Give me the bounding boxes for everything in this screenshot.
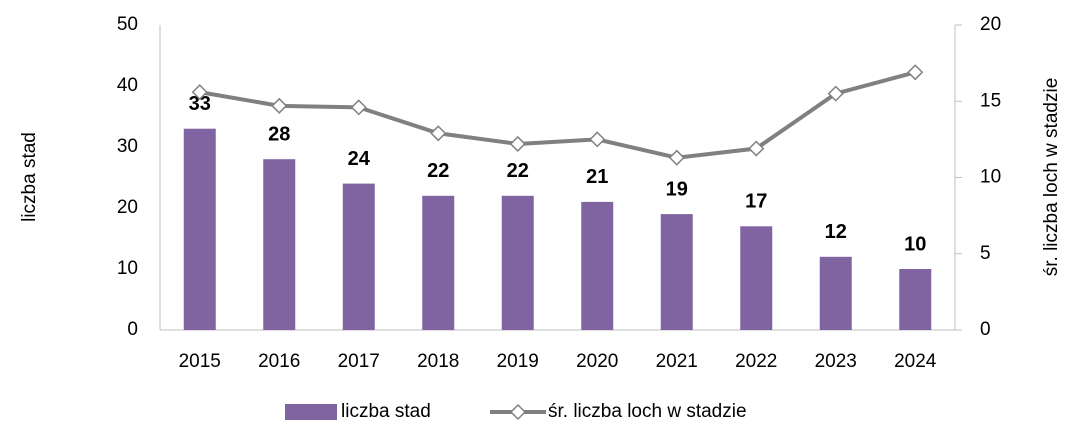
bar (501, 195, 534, 330)
y2-tick-label: 0 (980, 319, 991, 340)
line (199, 70, 916, 160)
data-label: 19 (666, 178, 688, 200)
bar (660, 214, 693, 330)
bar (342, 183, 375, 330)
bar (899, 269, 932, 330)
y-tick-label: 50 (117, 14, 138, 35)
x-tick-label: 2018 (417, 351, 459, 372)
bar (740, 226, 773, 330)
y-tick-label: 40 (117, 75, 138, 96)
line-marker (430, 125, 447, 142)
y-tick-label: 30 (117, 136, 138, 157)
line-marker (668, 149, 685, 166)
line-marker (509, 135, 526, 153)
data-label: 21 (586, 166, 608, 188)
bar (263, 159, 296, 330)
line-marker (589, 131, 606, 148)
legend-swatch (285, 404, 337, 420)
x-tick-label: 2019 (497, 351, 539, 372)
data-label: 17 (745, 191, 767, 213)
line-marker (748, 140, 765, 157)
data-label: 24 (348, 148, 371, 170)
data-label: 22 (507, 160, 529, 182)
y2-tick-label: 15 (980, 90, 1001, 111)
line-marker (350, 99, 367, 116)
bar (581, 201, 614, 330)
line-marker (191, 84, 208, 101)
data-label: 22 (427, 160, 449, 182)
line-marker (827, 85, 844, 102)
bar (819, 256, 852, 330)
legend-marker (509, 403, 527, 421)
y-tick-label: 10 (117, 258, 138, 279)
x-tick-label: 2016 (258, 351, 300, 372)
x-tick-label: 2024 (894, 351, 937, 372)
y2-tick-label: 5 (980, 243, 991, 264)
bar (183, 128, 216, 330)
x-tick-label: 2021 (656, 351, 698, 372)
data-label: 12 (825, 221, 847, 243)
x-tick-label: 2020 (576, 351, 618, 372)
data-label: 28 (268, 123, 290, 145)
y-tick-label: 0 (127, 319, 138, 340)
bar (422, 195, 455, 330)
y2-tick-label: 20 (980, 14, 1001, 35)
line-marker (271, 97, 288, 114)
data-label: 33 (189, 93, 211, 115)
x-tick-label: 2017 (338, 351, 380, 372)
line-marker (907, 64, 924, 81)
legend-label: śr. liczba loch w stadzie (548, 401, 747, 422)
x-tick-label: 2022 (735, 351, 777, 372)
y-axis-label: liczba stad (19, 132, 40, 222)
y-tick-label: 20 (117, 197, 138, 218)
y2-tick-label: 10 (980, 167, 1001, 188)
x-tick-label: 2015 (179, 351, 221, 372)
legend-label: liczba stad (341, 401, 431, 422)
y2-axis-label: śr. liczba loch w stadzie (1041, 78, 1062, 277)
data-label: 10 (904, 233, 926, 255)
x-tick-label: 2023 (815, 351, 857, 372)
